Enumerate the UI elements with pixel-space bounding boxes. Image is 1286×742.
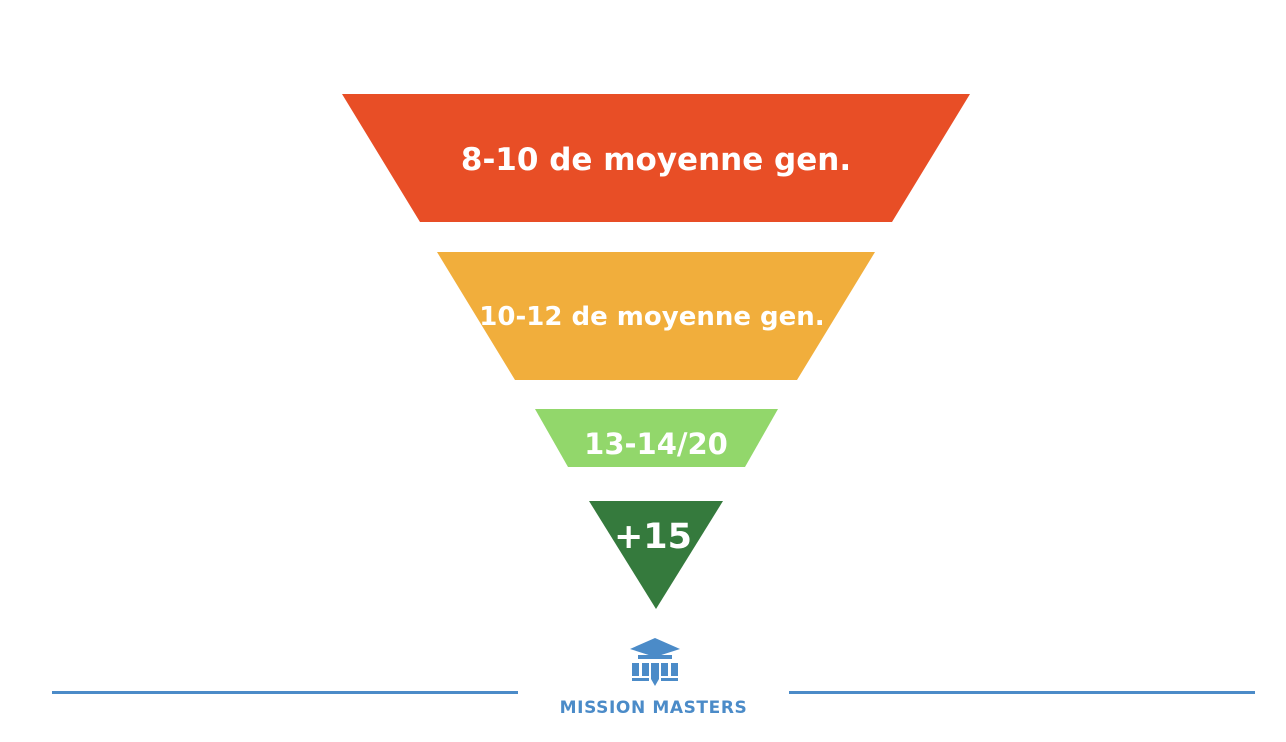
funnel-level-4: +15 (589, 501, 723, 609)
funnel-level-4-label: +15 (614, 517, 692, 557)
funnel-level-2-shape (437, 252, 875, 380)
funnel-level-4-shape (589, 501, 723, 609)
funnel-level-3-label: 13-14/20 (584, 427, 728, 461)
funnel-level-1-label: 8-10 de moyenne gen. (461, 142, 851, 178)
footer-divider-left (52, 691, 518, 694)
funnel-level-2-label: 10-12 de moyenne gen. (479, 302, 824, 332)
funnel-level-1: 8-10 de moyenne gen. (342, 94, 970, 222)
funnel-level-2: 10-12 de moyenne gen. (437, 252, 875, 380)
funnel-level-3-shape (535, 409, 778, 467)
funnel-level-1-shape (342, 94, 970, 222)
brand-name: MISSION MASTERS (559, 698, 748, 718)
footer-divider-right (789, 691, 1255, 694)
funnel-level-3: 13-14/20 (535, 409, 778, 467)
graduation-building-icon (630, 638, 680, 686)
